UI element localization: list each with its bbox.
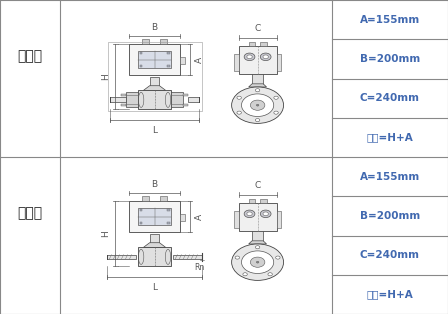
Bar (252, 74, 263, 84)
Text: A: A (195, 57, 204, 63)
Circle shape (276, 256, 280, 259)
Text: B=200mm: B=200mm (360, 211, 420, 221)
Text: C: C (254, 181, 261, 190)
Bar (234, 54, 239, 71)
Circle shape (263, 55, 268, 59)
Bar (150, 234, 159, 243)
Circle shape (260, 53, 271, 61)
Bar (142, 39, 149, 44)
Polygon shape (249, 241, 267, 244)
Bar (138, 51, 171, 68)
Bar (249, 199, 255, 203)
Bar (110, 97, 126, 102)
Bar (121, 94, 126, 96)
Text: A=155mm: A=155mm (360, 172, 420, 181)
Bar (160, 196, 167, 201)
Bar (107, 255, 136, 259)
Bar (138, 247, 171, 266)
Bar (126, 92, 138, 107)
Bar (188, 97, 199, 102)
Circle shape (255, 119, 260, 122)
Bar (167, 65, 169, 67)
Bar (138, 208, 171, 225)
Text: L: L (152, 126, 157, 135)
Text: L: L (152, 283, 157, 292)
Circle shape (250, 100, 265, 110)
Circle shape (232, 244, 284, 280)
Circle shape (274, 111, 278, 114)
Bar (167, 222, 169, 224)
Polygon shape (249, 84, 267, 87)
Circle shape (244, 53, 255, 61)
Bar (140, 52, 142, 54)
Circle shape (260, 210, 271, 218)
Text: H: H (101, 73, 110, 80)
Text: C=240mm: C=240mm (360, 250, 420, 260)
Text: A: A (195, 214, 204, 220)
Bar (129, 201, 180, 232)
Circle shape (263, 212, 268, 216)
Text: B: B (151, 180, 158, 189)
Circle shape (241, 94, 274, 116)
Text: 总高=H+A: 总高=H+A (366, 133, 413, 142)
Bar (239, 203, 277, 231)
Bar (140, 209, 142, 211)
Bar (183, 104, 188, 106)
Bar (173, 255, 202, 259)
Bar (167, 52, 169, 54)
Circle shape (237, 111, 241, 114)
Polygon shape (143, 86, 166, 90)
Circle shape (247, 55, 252, 59)
Text: 卡箍型: 卡箍型 (17, 50, 43, 63)
Text: C=240mm: C=240mm (360, 93, 420, 103)
Bar (234, 211, 239, 228)
Circle shape (274, 96, 278, 99)
Circle shape (237, 96, 241, 99)
Circle shape (255, 89, 260, 92)
Circle shape (235, 256, 240, 259)
Text: H: H (101, 230, 110, 237)
Text: B: B (151, 23, 158, 32)
Bar (180, 57, 185, 64)
Bar (180, 214, 185, 221)
Bar (160, 39, 167, 44)
Circle shape (268, 273, 272, 276)
Bar (108, 42, 202, 111)
Bar (129, 44, 180, 75)
Text: A=155mm: A=155mm (360, 15, 420, 24)
Polygon shape (143, 243, 166, 247)
Bar (121, 104, 126, 106)
Bar (239, 46, 277, 74)
Circle shape (243, 273, 247, 276)
Bar (260, 199, 267, 203)
Bar (140, 65, 142, 67)
Bar (140, 222, 142, 224)
Bar (249, 42, 255, 46)
Text: 总高=H+A: 总高=H+A (366, 290, 413, 299)
Circle shape (250, 257, 265, 267)
Text: Rn: Rn (195, 263, 205, 272)
Bar (171, 92, 183, 107)
Bar (150, 77, 159, 86)
Circle shape (255, 246, 260, 249)
Bar (142, 196, 149, 201)
Bar (167, 209, 169, 211)
Circle shape (241, 251, 274, 273)
Circle shape (256, 261, 259, 263)
Bar (276, 211, 281, 228)
Circle shape (232, 87, 284, 123)
Circle shape (256, 104, 259, 106)
Text: 螺纹型: 螺纹型 (17, 207, 43, 220)
Text: B=200mm: B=200mm (360, 54, 420, 64)
Bar (138, 90, 171, 109)
Circle shape (244, 210, 255, 218)
Bar (260, 42, 267, 46)
Text: C: C (254, 24, 261, 33)
Bar (183, 94, 188, 96)
Bar (252, 231, 263, 241)
Circle shape (247, 212, 252, 216)
Bar (276, 54, 281, 71)
